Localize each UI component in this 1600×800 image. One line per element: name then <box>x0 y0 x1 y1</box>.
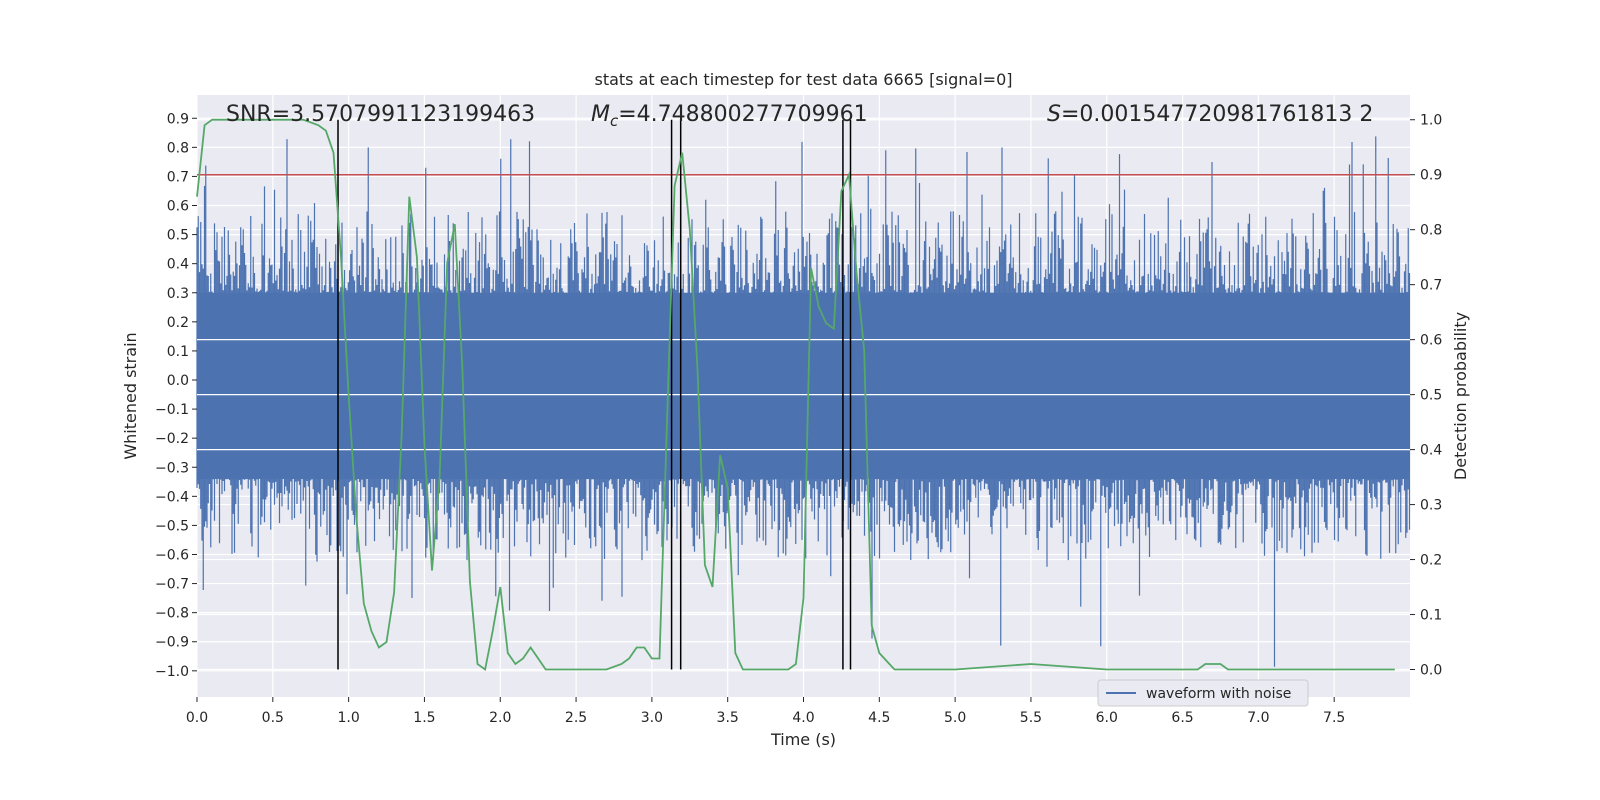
y-tick-label: −0.3 <box>155 460 189 476</box>
y-tick-label: 0.1 <box>167 344 189 360</box>
chart-title: stats at each timestep for test data 666… <box>594 70 1012 89</box>
x-tick-label: 1.0 <box>337 710 359 726</box>
waveform-series <box>196 136 1411 667</box>
y-tick-label: 0.0 <box>167 373 189 389</box>
x-axis-label: Time (s) <box>770 730 836 749</box>
y-tick-label: −0.9 <box>155 635 189 651</box>
y2-axis-label: Detection probability <box>1451 312 1470 480</box>
y-tick-label: 0.5 <box>167 228 189 244</box>
chirp-mass-annotation: Mc=4.748800277709961 <box>591 102 868 130</box>
legend: waveform with noise <box>1097 679 1309 707</box>
y2-tick-label: 0.7 <box>1420 278 1442 294</box>
snr-annotation: SNR=3.5707991123199463 <box>226 102 535 127</box>
x-tick-label: 4.0 <box>792 710 814 726</box>
y2-tick-label: 0.3 <box>1420 498 1442 514</box>
x-tick-label: 0.5 <box>262 710 284 726</box>
s-symbol: S <box>1047 102 1061 127</box>
y2-tick-label: 0.9 <box>1420 168 1442 184</box>
y-tick-label: 0.6 <box>167 199 189 215</box>
y-tick-label: 0.2 <box>167 315 189 331</box>
y-tick-label: −0.1 <box>155 402 189 418</box>
y-tick-label: 0.9 <box>167 111 189 127</box>
mc-value: =4.748800277709961 <box>618 102 867 127</box>
axes: 0.0 0.5 1.0 1.5 2.0 2.5 3.0 3.5 4.0 4.5 5.0 5.5 6.0 6… <box>155 111 1442 726</box>
y-tick-label: −0.4 <box>155 489 189 505</box>
y-tick-label: −0.5 <box>155 518 189 534</box>
y2-tick-label: 0.6 <box>1420 333 1442 349</box>
y2-tick-label: 0.4 <box>1420 443 1442 459</box>
x-tick-label: 5.0 <box>944 710 966 726</box>
y-tick-label: 0.7 <box>167 169 189 185</box>
y2-tick-label: 1.0 <box>1420 113 1442 129</box>
x-tick-label: 2.0 <box>489 710 511 726</box>
y-tick-label: −0.2 <box>155 431 189 447</box>
x-tick-label: 6.5 <box>1171 710 1193 726</box>
mc-subscript: c <box>610 112 619 130</box>
y-tick-label: 0.3 <box>167 286 189 302</box>
mc-symbol: M <box>591 102 610 127</box>
x-tick-label: 4.5 <box>868 710 890 726</box>
y2-tick-label: 0.0 <box>1420 663 1442 679</box>
y2-tick-label: 0.1 <box>1420 608 1442 624</box>
y-tick-label: 0.4 <box>167 257 189 273</box>
x-tick-label: 1.5 <box>413 710 435 726</box>
y2-tick-label: 0.5 <box>1420 388 1442 404</box>
x-tick-label: 7.5 <box>1323 710 1345 726</box>
y2-tick-label: 0.8 <box>1420 223 1442 239</box>
legend-label-waveform: waveform with noise <box>1146 686 1291 702</box>
y-tick-label: −0.6 <box>155 547 189 563</box>
x-tick-label: 5.5 <box>1020 710 1042 726</box>
x-tick-label: 3.5 <box>717 710 739 726</box>
y2-tick-label: 0.2 <box>1420 553 1442 569</box>
overlay-series <box>196 118 1410 672</box>
x-tick-label: 0.0 <box>186 710 208 726</box>
x-tick-label: 6.0 <box>1096 710 1118 726</box>
y-tick-label: −1.0 <box>155 664 189 680</box>
y-tick-label: −0.8 <box>155 606 189 622</box>
s-value: =0.001547720981761813 2 <box>1061 102 1373 127</box>
s-annotation: S=0.001547720981761813 2 <box>1047 102 1373 127</box>
x-tick-label: 3.0 <box>641 710 663 726</box>
y-tick-label: 0.8 <box>167 140 189 156</box>
y-tick-label: −0.7 <box>155 577 189 593</box>
x-tick-label: 7.0 <box>1247 710 1269 726</box>
legend-box <box>1097 679 1309 707</box>
detection-probability-line <box>196 118 1395 672</box>
x-tick-label: 2.5 <box>565 710 587 726</box>
y-axis-label: Whitened strain <box>121 332 140 459</box>
